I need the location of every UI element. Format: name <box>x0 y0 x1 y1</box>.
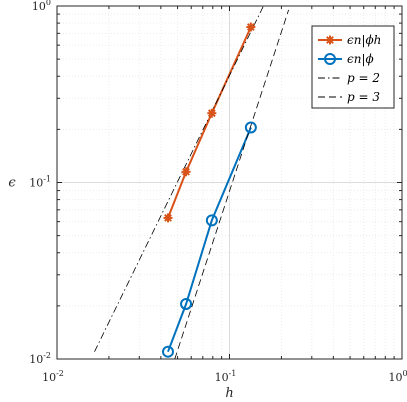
data-point-series-1 <box>207 108 217 118</box>
data-point-series-1 <box>163 213 173 223</box>
data-point-series-1 <box>246 22 256 32</box>
x-tick-label: 10-2 <box>42 369 64 384</box>
legend-item: p = 3 <box>318 90 380 104</box>
data-point-series-2 <box>180 297 193 310</box>
series-line-1 <box>167 26 252 219</box>
grid <box>56 6 402 360</box>
x-tick-label: 10-1 <box>215 369 237 384</box>
data-point-series-2 <box>244 121 257 134</box>
legend-label: ϵn|ϕh <box>347 33 381 47</box>
legend-item: ϵn|ϕ <box>318 52 374 66</box>
markers-layer <box>161 22 257 358</box>
series-line-2 <box>167 127 252 353</box>
series-layer <box>94 6 289 359</box>
series-line-3 <box>94 6 264 352</box>
legend-label: p = 3 <box>347 90 380 104</box>
legend: ϵn|ϕh ϵn|ϕ p = 2 p = 3 <box>311 25 395 109</box>
ticks <box>56 6 402 360</box>
y-axis-label: ϵ <box>8 176 16 191</box>
legend-label: ϵn|ϕ <box>347 52 374 66</box>
legend-marker <box>324 53 336 65</box>
legend-label: p = 2 <box>347 71 380 85</box>
data-point-series-1 <box>181 167 191 177</box>
y-tick-label: 100 <box>32 0 51 13</box>
series-line-4 <box>174 9 289 359</box>
y-tick-label: 10-1 <box>29 175 51 190</box>
x-axis-label: h <box>225 386 233 401</box>
y-tick-label: 10-2 <box>29 351 51 366</box>
x-tick-label: 100 <box>388 369 407 384</box>
legend-item: ϵn|ϕh <box>318 33 381 47</box>
tick-labels: 10-2 10-1 100 10-2 10-1 100 <box>29 0 407 384</box>
data-point-series-2 <box>205 214 218 227</box>
data-point-series-2 <box>161 345 174 358</box>
legend-marker <box>325 35 335 45</box>
legend-item: p = 2 <box>318 71 380 85</box>
